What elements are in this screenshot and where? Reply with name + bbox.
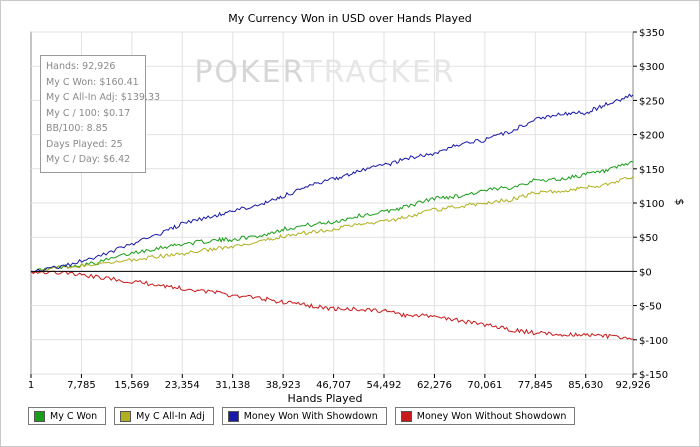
x-tick-label: 85,630 [568,380,603,391]
axes: $-150 $-100 $-50 $0 $50 $100 $150 $200 $250 $300 $… [28,28,668,391]
legend-label: My C Won [50,410,98,422]
legend-item-all-in-adj[interactable]: My C All-In Adj [114,407,214,425]
y-tick-label: $50 [639,233,658,244]
legend-label: My C All-In Adj [136,410,205,422]
x-tick-label: 1 [28,380,34,391]
stat-days-played: Days Played: 25 [46,138,123,150]
y-tick-label: $350 [639,28,664,39]
series-layer [30,93,634,340]
y-axis-label: $ [673,199,686,206]
stat-per-100: My C / 100: $0.17 [46,107,131,119]
y-tick-label: $100 [639,199,664,210]
x-axis-label: Hands Played [288,392,363,405]
series-line-2 [30,93,634,274]
legend: My C Won My C All-In Adj Money Won With … [28,403,576,431]
x-tick-label: 77,845 [518,380,553,391]
legend-swatch [120,410,132,422]
x-tick-label: 92,926 [616,380,651,391]
legend-label: Money Won With Showdown [243,410,378,422]
y-tick-label: $-150 [639,370,668,381]
legend-swatch [227,410,239,422]
y-tick-label: $150 [639,165,664,176]
x-tick-label: 15,569 [114,380,149,391]
x-tick-label: 70,061 [467,380,502,391]
stat-bb-per-100: BB/100: 8.85 [46,123,108,134]
series-line-3 [30,270,633,340]
watermark: POKERTRACKER [194,55,455,90]
legend-swatch [400,410,412,422]
stat-hands: Hands: 92,926 [46,61,116,72]
x-tick-label: 46,707 [316,380,351,391]
y-tick-label: $0 [639,267,652,278]
chart-title: My Currency Won in USD over Hands Played [228,12,472,25]
legend-swatch [34,410,45,422]
stat-per-day: My C / Day: $6.42 [46,154,131,165]
legend-item-without-showdown[interactable]: Money Won Without Showdown [394,407,576,425]
x-tick-label: 62,276 [417,380,452,391]
y-tick-label: $200 [639,131,664,142]
x-tick-label: 54,492 [367,380,402,391]
x-tick-label: 38,923 [266,380,301,391]
series-line-1 [30,176,634,274]
legend-label: Money Won Without Showdown [416,410,567,422]
legend-item-my-c-won[interactable]: My C Won [28,407,107,425]
x-tick-label: 23,354 [165,380,200,391]
stat-all-in-adj: My C All-In Adj: $139.33 [46,92,161,103]
legend-item-with-showdown[interactable]: Money Won With Showdown [221,407,387,425]
y-tick-label: $300 [639,62,664,73]
series-line-0 [30,160,634,274]
y-tick-label: $-50 [639,302,662,313]
x-tick-label: 31,138 [215,380,250,391]
y-tick-label: $250 [639,96,664,107]
y-tick-label: $-100 [639,336,668,347]
stat-my-c-won: My C Won: $160.41 [46,76,139,88]
stats-box: Hands: 92,926 My C Won: $160.41 My C All… [40,55,161,173]
x-tick-label: 7,785 [67,380,96,391]
